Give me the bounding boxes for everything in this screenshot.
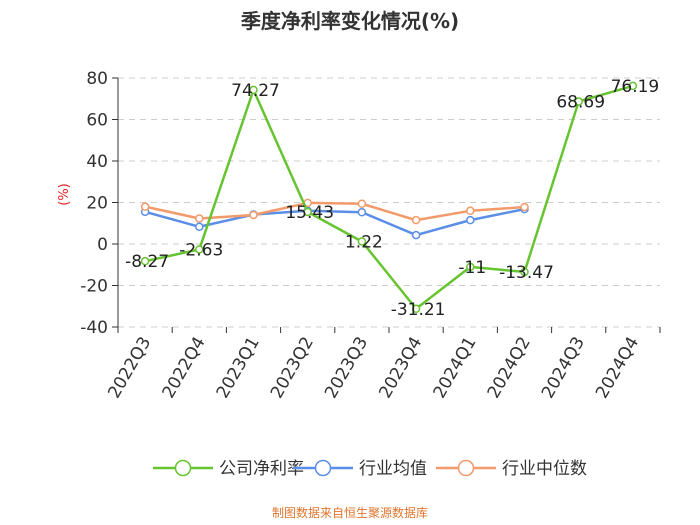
series-group (140, 81, 638, 314)
legend-item-1[interactable]: 行业均值 (293, 459, 427, 479)
y-axis-label: (%) (57, 183, 72, 206)
data-point (357, 237, 367, 246)
source-note: 制图数据来自恒生聚源数据库 (272, 505, 428, 520)
y-tick-label: 60 (86, 111, 108, 131)
data-point (628, 81, 638, 91)
x-tick-label: 2023Q4 (375, 334, 426, 402)
data-label: 68.69 (556, 92, 605, 112)
legend-marker (174, 459, 192, 477)
data-label: 15.43 (285, 203, 334, 223)
data-point (249, 210, 258, 220)
series-line (144, 84, 634, 311)
data-point (195, 222, 204, 232)
data-label: -13.47 (499, 263, 554, 283)
x-tick-label: 2023Q3 (321, 334, 372, 402)
data-point (303, 207, 312, 217)
legend-marker (457, 459, 475, 477)
legend-item-2[interactable]: 行业中位数 (436, 459, 587, 479)
legend[interactable]: 公司净利率 行业均值 行业中位数 (153, 459, 587, 479)
y-tick-label: -20 (80, 277, 108, 297)
legend-marker (314, 459, 332, 477)
x-tick-label: 2024Q4 (592, 334, 643, 402)
x-tick-label: 2023Q1 (213, 334, 264, 402)
data-point (411, 215, 421, 225)
legend-label: 公司净利率 (219, 459, 304, 479)
y-tick-label: 80 (86, 69, 108, 89)
chart-title: 季度净利率变化情况(%) (240, 9, 459, 33)
data-point (466, 215, 475, 225)
data-point (249, 85, 258, 95)
y-tick-label: -40 (80, 318, 108, 338)
data-point (140, 256, 150, 266)
x-tick-label: 2024Q2 (484, 334, 535, 402)
data-label: 74.27 (231, 81, 280, 101)
y-tick-label: 20 (86, 194, 108, 214)
legend-label: 行业中位数 (502, 459, 587, 479)
x-tick-label: 2023Q2 (267, 334, 318, 402)
data-label: -31.21 (391, 300, 446, 320)
data-point (520, 267, 529, 277)
x-tick-label: 2024Q3 (538, 334, 589, 402)
y-tick-label: 0 (97, 235, 108, 255)
data-point (466, 206, 475, 216)
legend-label: 行业均值 (359, 459, 427, 479)
data-point (357, 199, 367, 208)
grid (118, 77, 660, 328)
data-label: -2.63 (179, 240, 223, 260)
x-ticks: 2022Q3 2022Q4 2023Q1 2023Q2 2023Q3 2023Q4 2024… (104, 327, 661, 402)
data-point (411, 230, 421, 240)
y-tick-label: 40 (86, 152, 108, 172)
x-tick-label: 2024Q1 (430, 334, 481, 402)
data-label: -11 (458, 258, 486, 278)
data-point (574, 97, 583, 106)
data-label: 1.22 (345, 232, 383, 252)
series-line (144, 201, 525, 222)
data-point (357, 208, 367, 217)
x-tick-label: 2022Q4 (159, 334, 210, 402)
data-point (411, 304, 421, 314)
data-point (195, 245, 204, 254)
data-point (466, 262, 475, 272)
x-tick-label: 2022Q3 (104, 334, 155, 402)
data-point (140, 202, 150, 211)
y-ticks: -40 -20 0 20 40 60 80 (80, 69, 119, 338)
data-labels: -8.27 -2.63 74.27 15.43 1.22 -31.21 -11 -13.47 6… (125, 77, 659, 320)
series-0 (140, 81, 638, 314)
data-label: 76.19 (611, 77, 660, 97)
series-2 (140, 198, 529, 225)
legend-item-0[interactable]: 公司净利率 (153, 459, 304, 479)
data-point (520, 202, 529, 212)
data-point (195, 214, 204, 223)
data-label: -8.27 (125, 252, 169, 272)
